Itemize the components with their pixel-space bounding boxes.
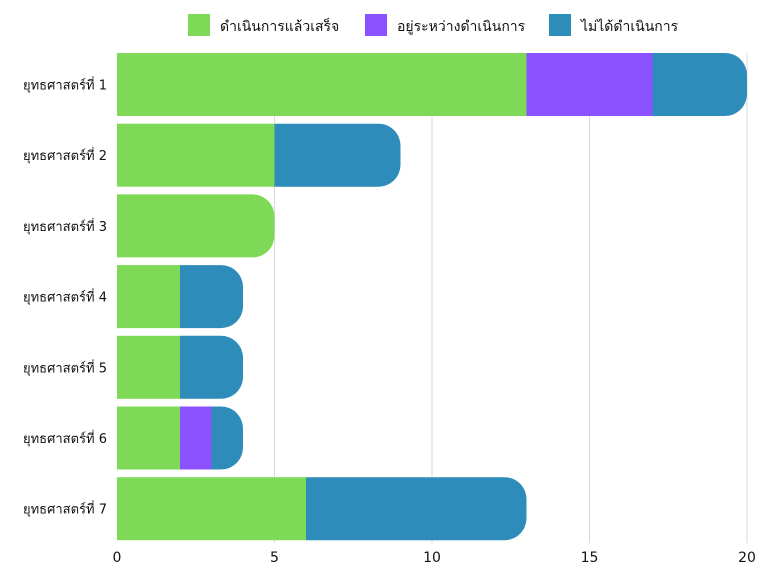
legend-label-1: ดำเนินการแล้วเสร็จ — [220, 17, 339, 35]
category-label-3: ยุทธศาสตร์ที่ 3 — [23, 218, 107, 235]
bar-segment-1-1 — [117, 53, 527, 116]
category-label-5: ยุทธศาสตร์ที่ 5 — [23, 359, 107, 376]
legend-label-3: ไม่ได้ดำเนินการ — [580, 18, 679, 35]
category-label-6: ยุทธศาสตร์ที่ 6 — [23, 430, 107, 447]
x-axis-ticks: 0 5 10 15 20 — [113, 550, 756, 565]
bar-segment-6-3 — [211, 406, 243, 470]
x-tick-label-5: 5 — [270, 550, 279, 565]
bar-segment-5-3 — [180, 335, 243, 399]
legend-label-2: อยู่ระหว่างดำเนินการ — [397, 19, 526, 35]
bar-segment-1-2 — [526, 53, 653, 116]
x-tick-label-20: 20 — [738, 550, 756, 565]
legend-swatch-3 — [549, 14, 571, 36]
bar-segment-2-1 — [117, 123, 275, 187]
bar-segment-6-1 — [117, 406, 180, 470]
bar-segment-5-1 — [117, 335, 180, 399]
bar-segment-3-1 — [117, 194, 275, 258]
category-label-2: ยุทธศาสตร์ที่ 2 — [23, 147, 107, 164]
bar-segment-2-3 — [274, 123, 401, 187]
bars — [117, 53, 747, 541]
bar-segment-4-3 — [180, 265, 243, 329]
category-labels: ยุทธศาสตร์ที่ 1 ยุทธศาสตร์ที่ 2 ยุทธศาสตร์… — [23, 77, 107, 518]
gridlines — [274, 53, 748, 543]
category-label-7: ยุทธศาสตร์ที่ 7 — [23, 501, 107, 518]
legend: ดำเนินการแล้วเสร็จ อยู่ระหว่างดำเนินการ ไม… — [188, 14, 679, 36]
bar-segment-1-3 — [652, 53, 747, 116]
bar-segment-4-1 — [117, 265, 180, 329]
category-label-1: ยุทธศาสตร์ที่ 1 — [23, 77, 107, 94]
x-tick-label-15: 15 — [581, 550, 599, 565]
x-tick-label-0: 0 — [113, 550, 122, 565]
category-label-4: ยุทธศาสตร์ที่ 4 — [23, 289, 107, 306]
legend-swatch-2 — [365, 14, 387, 36]
bar-segment-7-3 — [306, 477, 527, 541]
bar-segment-6-2 — [180, 406, 212, 470]
bar-segment-7-1 — [117, 477, 306, 541]
x-tick-label-10: 10 — [423, 550, 441, 565]
legend-swatch-1 — [188, 14, 210, 36]
